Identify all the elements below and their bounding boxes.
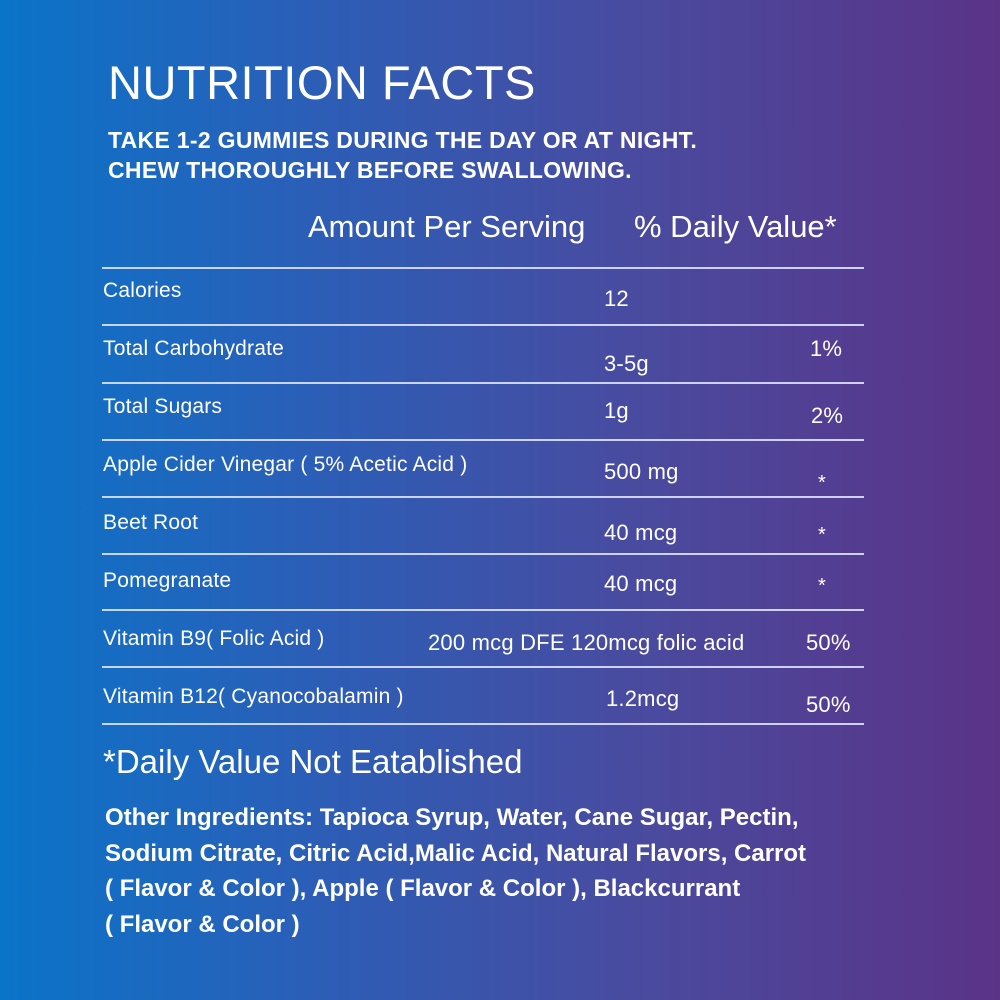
nutrient-name: Total Carbohydrate [103,337,285,360]
other-ingredients-line: ( Flavor & Color ) [105,910,300,938]
nutrient-daily-value: 2% [811,403,844,428]
nutrient-amount: 200 mcg DFE 120mcg folic acid [428,630,745,655]
nutrient-name: Pomegranate [103,569,232,592]
table-divider [102,553,864,555]
nutrient-daily-value: 50% [806,630,851,655]
nutrient-name: Calories [103,279,182,302]
nutrient-daily-value: 50% [806,692,851,717]
table-divider [102,666,864,668]
nutrient-daily-value: 1% [810,336,843,361]
instruction-line-1: TAKE 1-2 GUMMIES DURING THE DAY OR AT NI… [108,127,698,153]
column-header-amount: Amount Per Serving [308,209,586,244]
other-ingredients: Other Ingredients: Tapioca Syrup, Water,… [105,800,945,942]
instruction-line-2: CHEW THOROUGHLY BEFORE SWALLOWING. [108,157,632,183]
table-divider [102,609,864,611]
nutrient-daily-value: * [818,472,826,494]
daily-value-footnote: *Daily Value Not Eatablished [103,743,523,780]
page-title: NUTRITION FACTS [108,56,536,109]
nutrient-amount: 1.2mcg [606,686,680,711]
nutrient-amount: 40 mcg [604,571,678,596]
nutrient-daily-value: * [818,575,826,597]
nutrient-name: Apple Cider Vinegar ( 5% Acetic Acid ) [103,453,468,476]
table-divider [102,324,864,326]
table-divider [102,723,864,725]
other-ingredients-line: Other Ingredients: Tapioca Syrup, Water,… [105,804,799,831]
nutrient-name: Beet Root [103,511,199,534]
nutrient-amount: 40 mcg [604,520,678,545]
nutrient-amount: 1g [604,398,629,423]
table-divider [102,267,864,269]
other-ingredients-line: ( Flavor & Color ), Apple ( Flavor & Col… [105,875,741,902]
nutrient-daily-value: * [818,524,826,546]
table-divider [102,439,864,441]
nutrient-amount: 500 mg [604,459,679,484]
column-header-daily-value: % Daily Value* [634,209,837,244]
table-divider [102,496,864,498]
nutrient-name: Vitamin B12( Cyanocobalamin ) [103,685,404,708]
table-divider [102,382,864,384]
nutrient-amount: 3-5g [604,351,649,376]
nutrient-amount: 12 [604,286,629,311]
other-ingredients-line: Sodium Citrate, Citric Acid,Malic Acid, … [105,839,807,867]
nutrient-name: Vitamin B9( Folic Acid ) [103,627,325,650]
nutrient-name: Total Sugars [103,395,223,418]
